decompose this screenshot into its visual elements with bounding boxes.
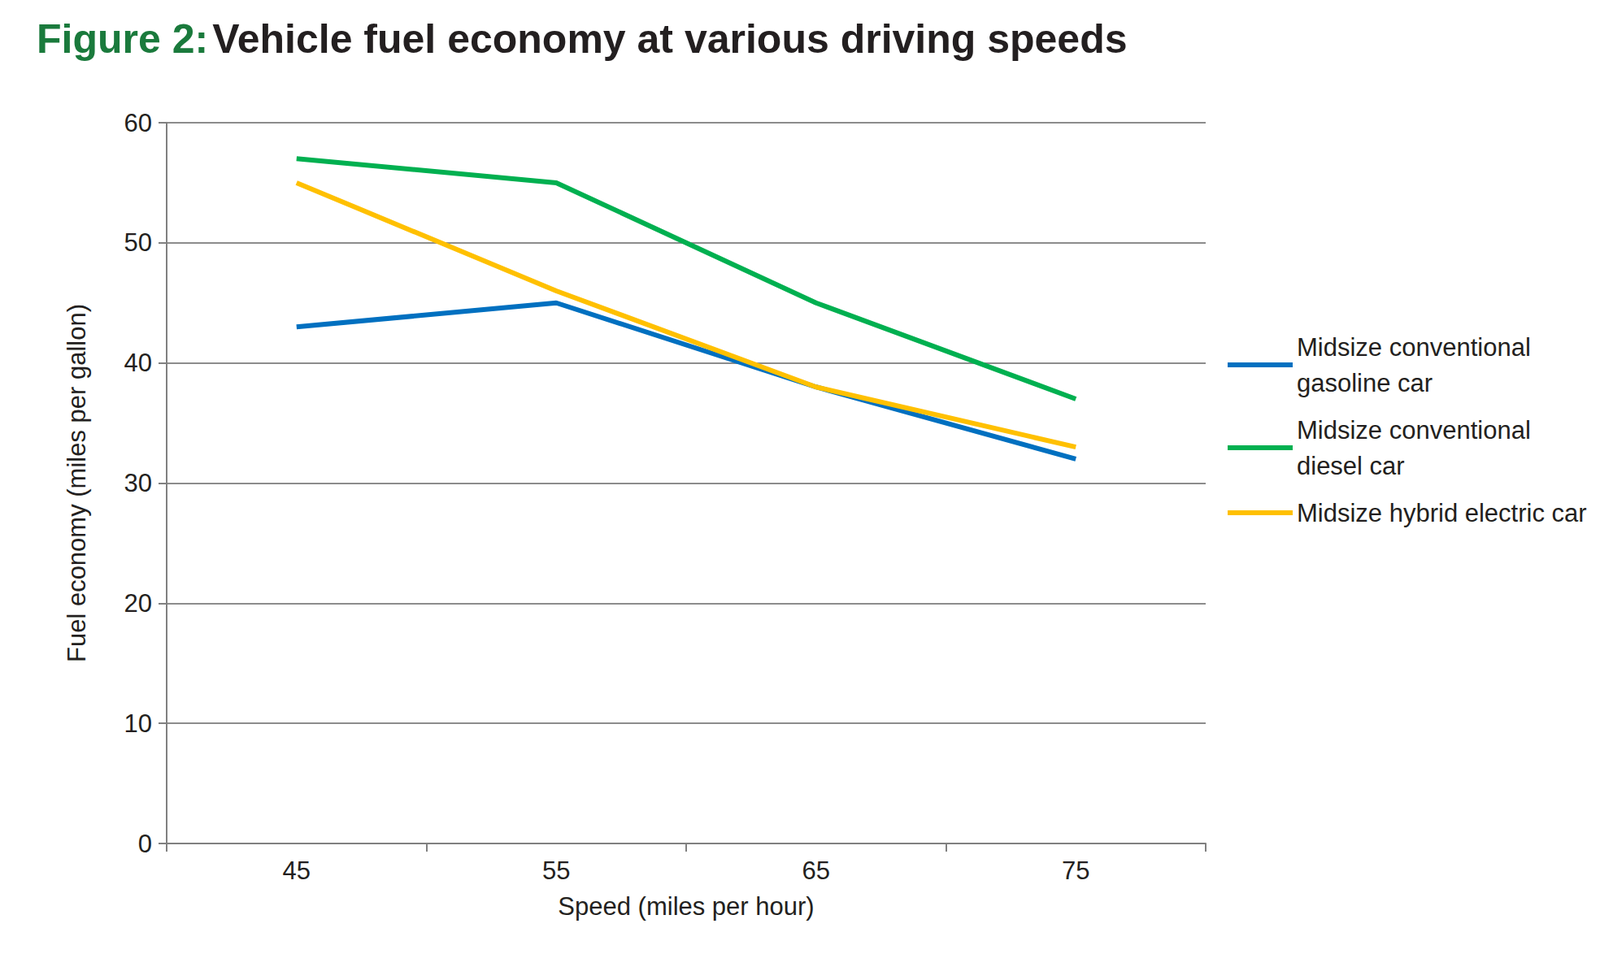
svg-text:45: 45 <box>282 856 311 886</box>
svg-text:75: 75 <box>1061 856 1090 886</box>
svg-text:Figure 2:: Figure 2: <box>36 16 209 62</box>
svg-text:Speed (miles per hour): Speed (miles per hour) <box>557 892 814 922</box>
svg-text:0: 0 <box>138 830 153 859</box>
svg-text:40: 40 <box>124 348 153 378</box>
svg-text:Midsize conventional: Midsize conventional <box>1296 333 1538 362</box>
svg-text:60: 60 <box>124 108 153 138</box>
svg-text:diesel car: diesel car <box>1296 452 1405 481</box>
svg-text:55: 55 <box>542 856 570 886</box>
svg-text:Fuel economy (miles per gallon: Fuel economy (miles per gallon) <box>62 304 92 663</box>
svg-text:gasoline car: gasoline car <box>1296 369 1433 398</box>
svg-text:10: 10 <box>124 709 153 739</box>
svg-text:50: 50 <box>124 228 153 257</box>
svg-text:Midsize conventional: Midsize conventional <box>1296 416 1538 445</box>
svg-text:30: 30 <box>124 469 153 498</box>
svg-text:20: 20 <box>124 589 153 618</box>
svg-text:Midsize hybrid electric car: Midsize hybrid electric car <box>1296 499 1587 528</box>
svg-text:65: 65 <box>802 856 831 886</box>
svg-text:Vehicle fuel economy at variou: Vehicle fuel economy at various driving … <box>212 16 1127 62</box>
